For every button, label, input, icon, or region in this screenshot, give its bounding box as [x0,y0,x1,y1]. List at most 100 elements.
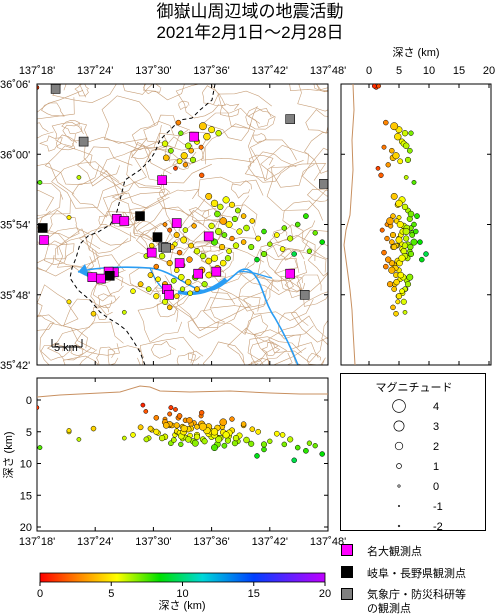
contour-line [37,229,68,264]
depth-marker-right [386,217,394,225]
nagoya-univ-station-marker [96,273,106,284]
bottom-lon-tick-label: 137˚30' [135,536,171,548]
contour-line [71,170,127,218]
magnitude-label: 1 [433,461,439,473]
depth-marker-bottom [279,432,286,438]
epicenter-marker [281,225,288,231]
depth-marker-right [389,231,397,239]
epicenter-marker [234,207,241,214]
depth-marker-right [385,162,391,168]
bottom-depth-tick-label: 0 [26,395,32,407]
depth-marker-right [397,158,404,165]
contour-line [201,123,255,163]
contour-line [327,214,328,215]
contour-line [134,220,159,241]
contour-line [251,357,270,365]
epicenter-marker [319,239,325,245]
nagoya-univ-station-marker [119,216,130,226]
contour-line [135,219,181,264]
epicenter-marker [203,133,211,141]
epicenter-marker [168,147,174,154]
lat-tick-label: 35˚42' [0,360,30,372]
epicenter-marker [248,243,255,251]
depth-marker-right [399,288,405,294]
gifu-nagano-station-marker [152,232,163,242]
magnitude-symbol [393,420,405,432]
epicenter-marker [173,165,178,171]
depth-marker-bottom [37,445,43,451]
contour-line [41,102,65,117]
depth-marker-right [381,144,387,150]
jma-nied-station-marker [319,179,328,189]
magnitude-symbol [394,441,404,451]
epicenter-marker [221,232,228,238]
depth-marker-bottom [303,447,309,454]
epicenter-marker [161,140,169,147]
contour-line [63,298,107,330]
contour-line [239,249,300,295]
depth-marker-right [393,310,399,317]
epicenter-marker [249,218,256,224]
epicenter-marker [66,299,72,305]
depth-marker-right [393,278,400,286]
depth-marker-right [390,192,398,200]
epicenter-marker [210,254,219,262]
depth-marker-bottom [240,421,247,427]
depth-marker-right [384,235,390,242]
gifu-nagano-station-swatch [341,566,353,578]
depth-marker-bottom [66,428,72,433]
epicenter-marker [173,267,180,273]
epicenter-marker [236,228,243,235]
bottom-depth-section [36,377,329,532]
depth-marker-right [404,156,412,163]
nagoya-univ-station-marker [87,272,98,283]
contour-line [172,158,192,170]
contour-line [37,183,71,216]
depth-marker-bottom [170,437,177,443]
map-axes: 137˚18' 137˚24' 137˚30' 137˚36' 137˚42' 137˚4… [0,65,346,372]
depth-marker-right [394,133,402,141]
epicenter-marker [178,273,185,281]
nagoya-univ-station-marker [171,218,182,228]
gifu-nagano-station-marker [135,211,145,221]
contour-line [122,84,154,95]
epicenter-marker [210,199,219,208]
epicenter-marker [155,276,161,283]
depth-marker-bottom [260,441,268,448]
epicenter-marker [261,228,267,235]
contour-line [111,181,170,221]
epicenter-marker [176,249,183,256]
bottom-lon-tick-label: 137˚18' [19,536,55,548]
contour-line [79,225,136,254]
depth-marker-bottom [168,405,174,411]
epicenter-marker [180,152,188,160]
contour-line [55,134,78,151]
depth-marker-bottom [158,434,166,442]
depth-marker-bottom [243,436,250,444]
epicenter-marker [173,293,180,299]
contour-line [40,344,70,361]
epicenter-marker [205,257,212,265]
epicenter-marker [180,236,188,244]
depth-marker-bottom [210,428,219,436]
depth-marker-right [401,203,409,211]
epicenter-marker [162,154,170,162]
epicenter-marker [137,281,144,288]
contour-line [143,84,185,101]
epicenter-marker [37,179,43,185]
contour-line [252,133,267,143]
contour-line [244,314,269,336]
epicenter-marker [219,217,227,225]
depth-marker-right [407,210,415,218]
depth-marker-bottom [90,425,97,432]
right-section-points [371,84,429,317]
jma-nied-station-marker [78,136,89,147]
epicenter-marker [306,248,313,254]
contour-line [37,314,55,331]
depth-marker-right [375,165,381,171]
contour-line [176,280,242,328]
depth-marker-right [371,84,377,89]
depth-marker-right [408,130,414,136]
contour-line [43,240,75,266]
contour-line [94,211,138,246]
